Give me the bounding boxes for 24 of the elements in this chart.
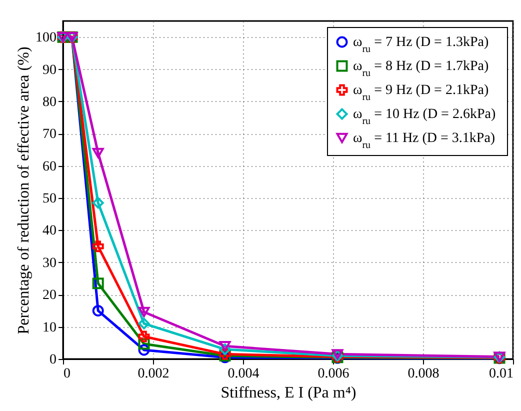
y-tick-label: 0 [50, 352, 56, 368]
x-tick-label: 0.002 [138, 366, 170, 382]
y-tick-label: 30 [42, 256, 56, 271]
x-axis-title: Stiffness, E I (Pa m⁴) [220, 384, 356, 402]
y-axis-title: Percentage of reduction of effective area (%) [16, 46, 32, 334]
x-tick-label: 0 [64, 366, 70, 382]
x-tick-label: 0.004 [228, 366, 260, 382]
y-tick-label: 20 [42, 288, 56, 304]
y-tick-label: 90 [42, 62, 56, 78]
legend-label: ω$_{ru}$ = 11 Hz (D = 3.1kPa) [353, 131, 496, 150]
y-tick-label: 50 [42, 192, 56, 207]
y-tick-label: 40 [42, 224, 56, 239]
legend-label: ω$_{ru}$ = 8 Hz (D = 1.7kPa) [353, 59, 489, 78]
legend-label: ω$_{ru}$ = 9 Hz (D = 2.1kPa) [353, 83, 489, 102]
y-tick-label: 60 [42, 159, 56, 174]
x-tick-label: 0.006 [318, 366, 350, 382]
legend-label: ω$_{ru}$ = 10 Hz (D = 2.6kPa) [353, 107, 496, 126]
y-tick-label: 10 [42, 320, 56, 336]
y-tick-label: 100 [36, 30, 56, 46]
y-tick-label: 70 [42, 127, 56, 142]
legend-label: ω$_{ru}$ = 7 Hz (D = 1.3kPa) [353, 35, 489, 54]
x-tick-label: 0.008 [408, 366, 440, 382]
y-tick-label: 80 [42, 94, 56, 110]
x-tick-label: 0.01 [489, 366, 514, 382]
